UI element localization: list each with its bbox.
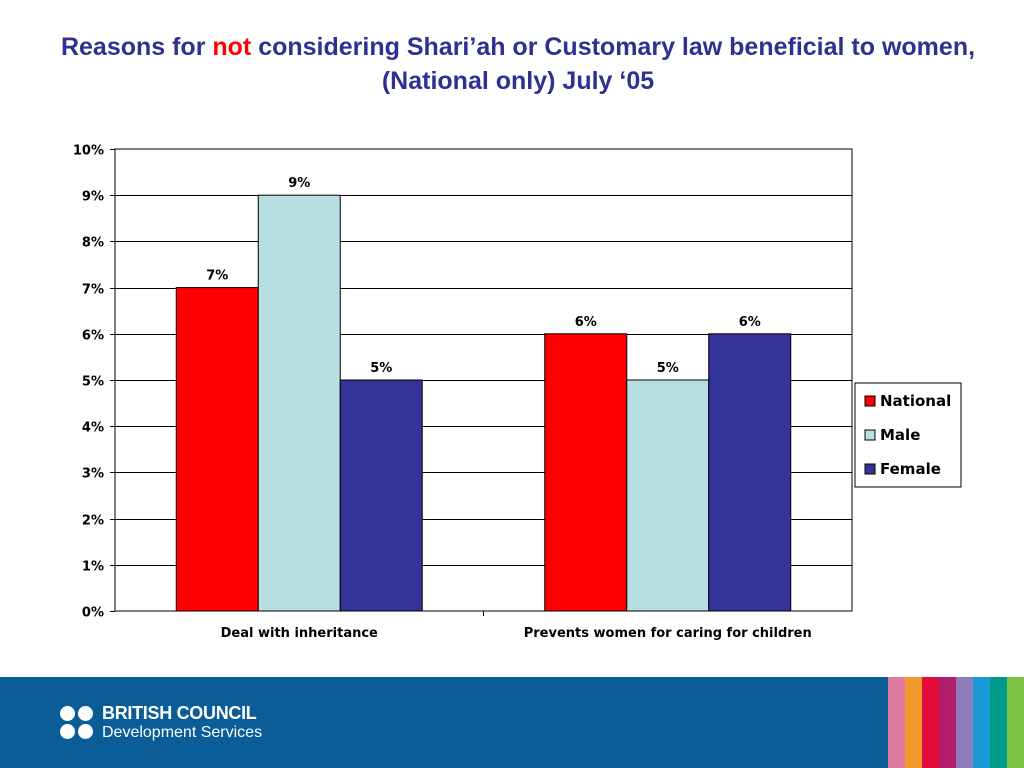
color-stripe: [1007, 677, 1024, 768]
color-stripe: [922, 677, 939, 768]
british-council-logo: BRITISH COUNCIL Development Services: [60, 704, 262, 742]
color-stripes: [888, 677, 1024, 768]
legend-swatch: [864, 429, 876, 441]
data-label: 7%: [206, 269, 228, 284]
footer-bar: [0, 677, 1024, 768]
data-label: 5%: [657, 361, 679, 376]
logo-dots-icon: [60, 706, 94, 740]
color-stripe: [956, 677, 973, 768]
title-part2: considering Shari’ah or Customary law be…: [251, 33, 976, 95]
bar: [257, 194, 341, 612]
title-part1: Reasons for: [60, 33, 213, 61]
color-stripe: [888, 677, 905, 768]
bar: [339, 379, 423, 612]
x-tick-label: Prevents women for caring for children: [524, 626, 812, 641]
x-tick-label: Deal with inheritance: [221, 626, 378, 641]
data-label: 9%: [288, 176, 310, 191]
y-tick-label: 3%: [82, 467, 104, 482]
chart-title: Reasons for not considering Shari’ah or …: [40, 30, 996, 98]
bar-chart: 0% 1% 2% 3% 4% 5% 6% 7% 8% 9% 10% Deal with inherit…: [73, 144, 962, 641]
legend-label: Male: [880, 426, 920, 444]
data-label: 5%: [370, 361, 392, 376]
y-tick-label: 6%: [82, 329, 104, 344]
data-label: 6%: [575, 315, 597, 330]
brand-subtitle: Development Services: [102, 724, 263, 741]
y-tick-label: 8%: [82, 236, 104, 251]
color-stripe: [905, 677, 922, 768]
brand-name: BRITISH COUNCIL: [102, 703, 257, 723]
color-stripe: [990, 677, 1007, 768]
title-highlight: not: [212, 33, 252, 61]
legend-label: National: [880, 392, 951, 410]
legend-swatch: [864, 463, 876, 475]
y-tick-label: 10%: [73, 144, 104, 159]
y-tick-label: 4%: [82, 421, 104, 436]
bar: [544, 333, 628, 612]
bar: [708, 333, 792, 612]
y-tick-label: 2%: [82, 514, 104, 529]
color-stripe: [973, 677, 990, 768]
y-tick-label: 9%: [82, 190, 104, 205]
y-tick-label: 5%: [82, 375, 104, 390]
y-tick-label: 1%: [82, 560, 104, 575]
legend-label: Female: [880, 460, 941, 478]
data-label: 6%: [739, 315, 761, 330]
bar: [626, 379, 710, 612]
y-tick-label: 0%: [82, 606, 104, 621]
y-tick-label: 7%: [82, 283, 104, 298]
color-stripe: [939, 677, 956, 768]
legend-swatch: [864, 395, 876, 407]
bar: [175, 287, 259, 612]
